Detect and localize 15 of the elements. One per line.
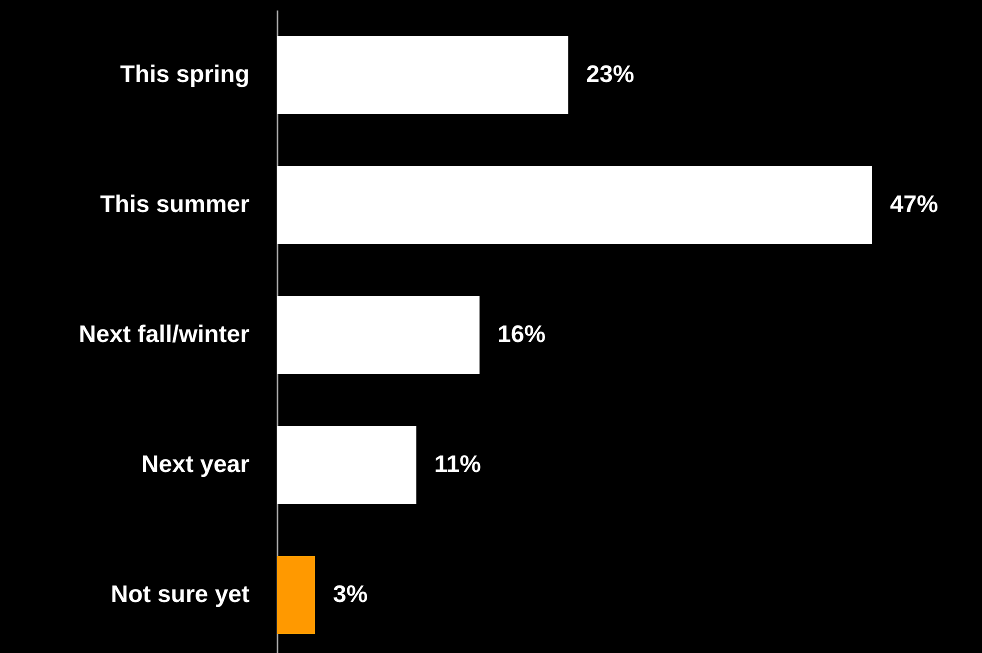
data-label: 23% bbox=[586, 61, 634, 88]
bar bbox=[277, 296, 480, 374]
bar bbox=[277, 426, 416, 504]
y-tick-label: Not sure yet bbox=[110, 581, 250, 608]
data-label: 16% bbox=[498, 321, 546, 348]
y-tick-label: Next fall/winter bbox=[78, 321, 250, 348]
y-tick-label: This summer bbox=[100, 191, 250, 218]
y-tick-label: This spring bbox=[120, 61, 250, 88]
data-label: 11% bbox=[434, 451, 481, 478]
data-label: 47% bbox=[890, 191, 938, 218]
data-label: 3% bbox=[332, 581, 368, 608]
bar bbox=[277, 556, 315, 634]
bar bbox=[277, 36, 568, 114]
y-tick-label: Next year bbox=[141, 451, 250, 478]
bar bbox=[277, 166, 872, 244]
